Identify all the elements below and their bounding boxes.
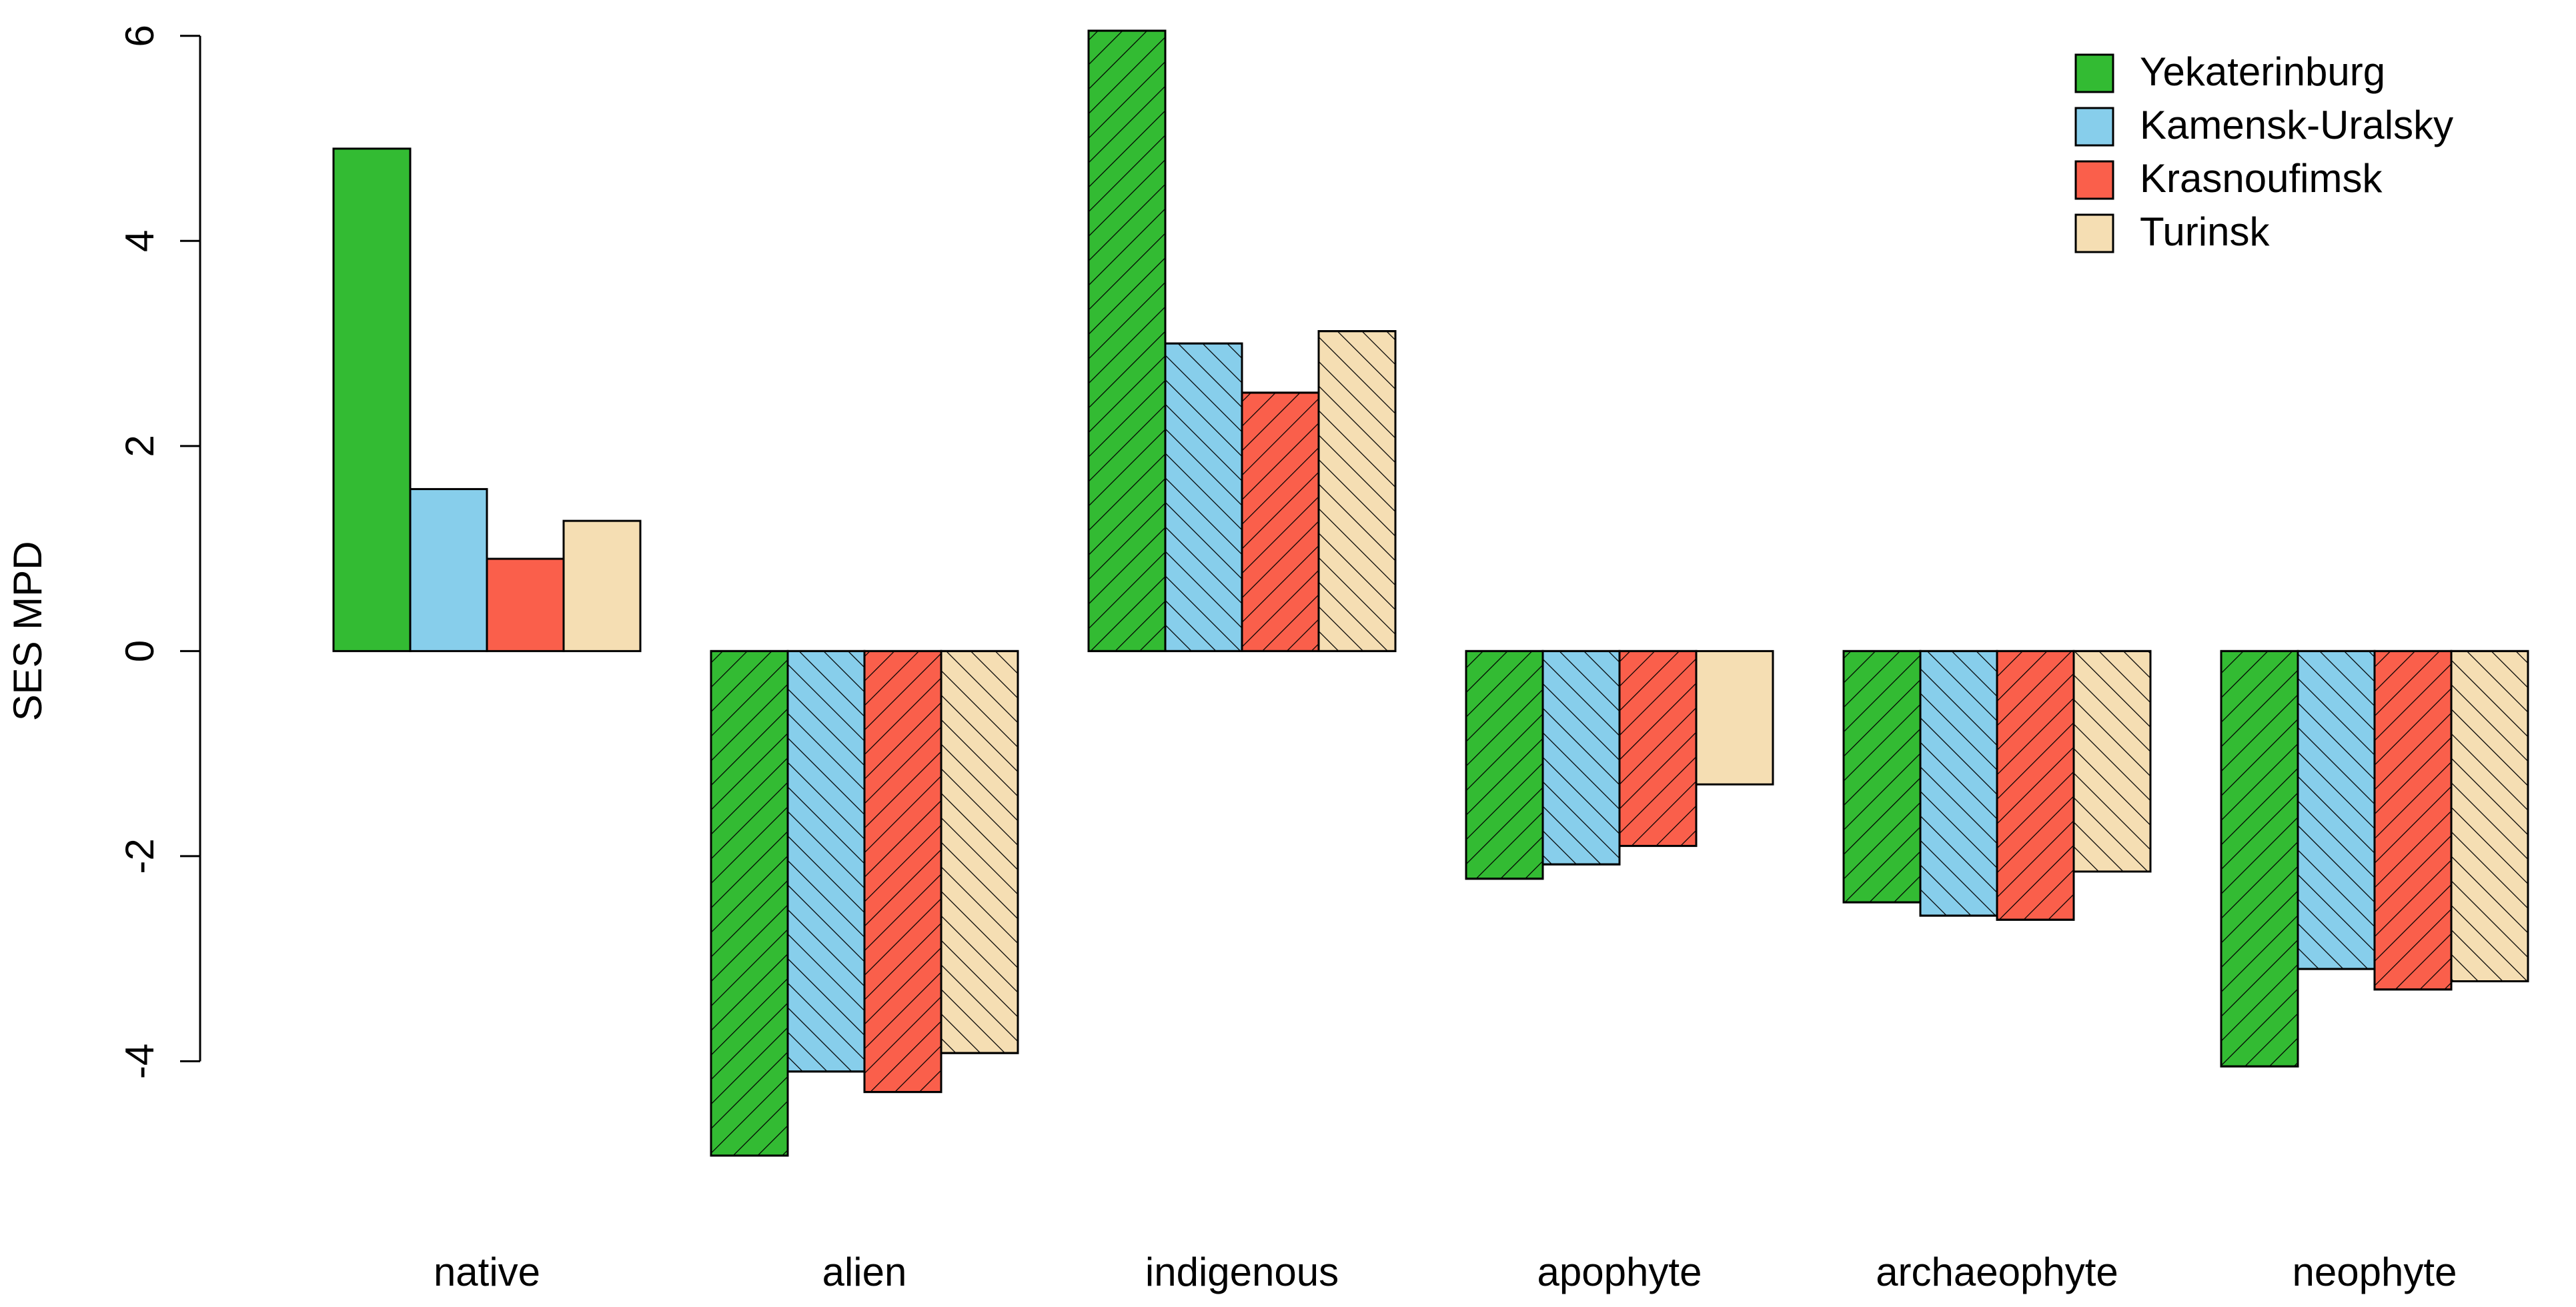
- legend-label-krasnoufimsk: Krasnoufimsk: [2140, 156, 2383, 201]
- bar-hatch-indigenous-krasnoufimsk: [1242, 392, 1319, 651]
- bar-hatch-archaeophyte-yekaterinburg: [1844, 651, 1920, 903]
- bar-hatch-archaeophyte-krasnoufimsk: [1997, 651, 2074, 920]
- y-axis: 6 4 2 0 -2 -4: [117, 25, 201, 1079]
- x-tick-label: indigenous: [1145, 1250, 1339, 1294]
- bar-hatch-apophyte-krasnoufimsk: [1620, 651, 1696, 846]
- x-tick-label: neophyte: [2293, 1250, 2457, 1294]
- bar-hatch-indigenous-kamensk-uralsky: [1165, 343, 1242, 651]
- bar-hatch-alien-yekaterinburg: [711, 651, 788, 1156]
- y-tick-label: -2: [117, 838, 162, 874]
- bar-outline-indigenous-turinsk: [1317, 330, 1397, 652]
- bar-native-turinsk: [562, 519, 642, 652]
- bar-hatch-indigenous-turinsk: [1319, 331, 1395, 651]
- x-tick-label: archaeophyte: [1876, 1250, 2118, 1294]
- legend-label-turinsk: Turinsk: [2140, 209, 2270, 254]
- legend-swatch-turinsk: [2074, 213, 2114, 253]
- bar-hatch-neophyte-turinsk: [2451, 651, 2528, 982]
- x-tick-label: alien: [822, 1250, 907, 1294]
- legend: Yekaterinburg Kamensk-Uralsky Krasnoufimsk…: [2074, 49, 2453, 254]
- bar-outline-alien-turinsk: [940, 649, 1019, 1054]
- bar-hatch-neophyte-krasnoufimsk: [2375, 651, 2451, 990]
- bar-outline-neophyte-turinsk: [2450, 649, 2529, 983]
- legend-label-yekaterinburg: Yekaterinburg: [2140, 49, 2385, 94]
- bar-hatch-archaeophyte-turinsk: [2074, 651, 2150, 872]
- legend-swatch-kamensk-uralsky: [2074, 107, 2114, 147]
- bar-native-kamensk-uralsky: [409, 487, 488, 652]
- bar-hatch-archaeophyte-kamensk-uralsky: [1920, 651, 1997, 916]
- bar-hatch-neophyte-kamensk-uralsky: [2298, 651, 2375, 970]
- y-tick-label: 4: [117, 230, 162, 252]
- legend-swatch-yekaterinburg: [2074, 53, 2114, 93]
- legend-swatch-krasnoufimsk: [2074, 160, 2114, 200]
- legend-label-kamensk-uralsky: Kamensk-Uralsky: [2140, 103, 2453, 147]
- y-tick-label: -4: [117, 1044, 162, 1079]
- x-tick-labels: native alien indigenous apophyte archaeophyt…: [434, 1250, 2457, 1294]
- bar-hatch-alien-kamensk-uralsky: [788, 651, 864, 1072]
- x-tick-label: apophyte: [1537, 1250, 1702, 1294]
- x-tick-label: native: [434, 1250, 540, 1294]
- bar-outline-indigenous-yekaterinburg: [1087, 29, 1167, 652]
- bars-group: [332, 29, 2529, 1157]
- bar-hatch-alien-krasnoufimsk: [864, 651, 941, 1092]
- y-tick-label: 2: [117, 435, 162, 457]
- y-axis-label: SES MPD: [5, 541, 50, 721]
- bar-hatch-alien-turinsk: [941, 651, 1018, 1054]
- bar-hatch-neophyte-yekaterinburg: [2221, 651, 2298, 1067]
- y-tick-label: 0: [117, 640, 162, 662]
- bar-outline-archaeophyte-turinsk: [2072, 649, 2152, 873]
- bar-hatch-apophyte-kamensk-uralsky: [1543, 651, 1620, 865]
- y-tick-label: 6: [117, 25, 162, 47]
- bar-hatch-apophyte-yekaterinburg: [1466, 651, 1543, 879]
- bar-native-krasnoufimsk: [486, 557, 565, 652]
- bar-hatch-indigenous-yekaterinburg: [1089, 31, 1165, 651]
- bar-apophyte-turinsk: [1695, 649, 1774, 786]
- bar-native-yekaterinburg: [332, 147, 412, 652]
